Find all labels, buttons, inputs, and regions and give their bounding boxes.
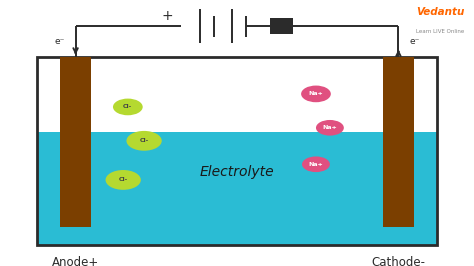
Text: Electrolyte: Electrolyte — [200, 165, 274, 179]
Bar — [37, 57, 437, 245]
Circle shape — [113, 99, 143, 115]
Text: e⁻: e⁻ — [410, 37, 420, 46]
Text: Anode+: Anode+ — [52, 256, 99, 266]
Text: +: + — [162, 9, 173, 23]
Text: Na+: Na+ — [309, 162, 323, 167]
Bar — [61, 57, 91, 227]
Circle shape — [106, 170, 141, 190]
Text: Na+: Na+ — [309, 92, 323, 96]
Bar — [37, 57, 437, 245]
Text: Cl-: Cl- — [123, 105, 132, 109]
Text: Learn LIVE Online: Learn LIVE Online — [416, 29, 465, 34]
Bar — [383, 57, 413, 227]
Circle shape — [127, 131, 162, 151]
Text: e⁻: e⁻ — [54, 37, 64, 46]
Circle shape — [316, 120, 344, 136]
Text: Cathode-: Cathode- — [372, 256, 426, 266]
Circle shape — [301, 86, 331, 102]
Text: Vedantu: Vedantu — [416, 7, 465, 16]
Text: Cl-: Cl- — [118, 177, 128, 182]
Bar — [270, 18, 293, 34]
Circle shape — [302, 156, 330, 172]
Text: Na+: Na+ — [322, 125, 337, 130]
Bar — [37, 132, 437, 245]
Text: Cl-: Cl- — [139, 138, 149, 143]
